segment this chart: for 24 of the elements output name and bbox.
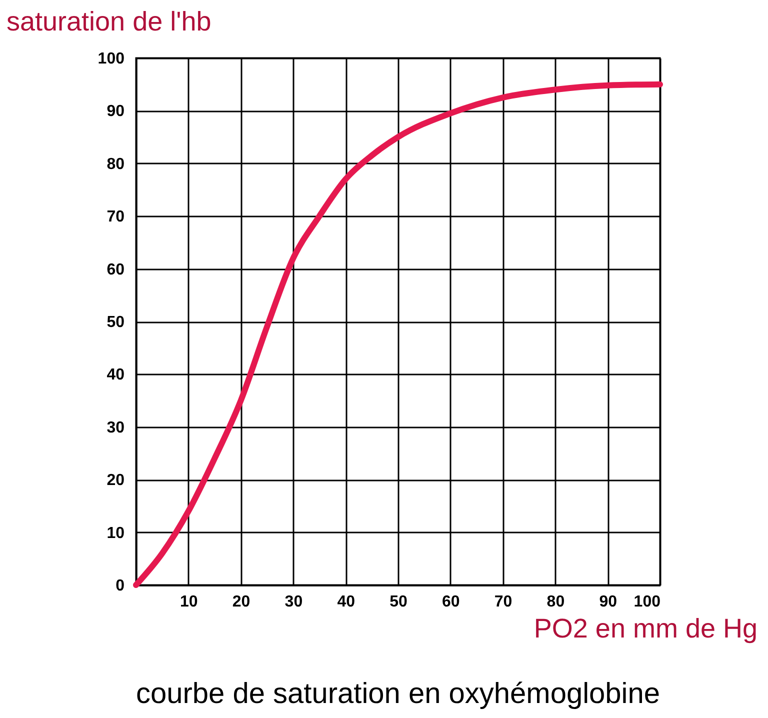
y-tick-label: 60 xyxy=(106,261,125,278)
y-tick-label: 10 xyxy=(106,524,125,542)
y-tick-label: 0 xyxy=(116,578,125,594)
y-tick-label: 40 xyxy=(106,366,125,384)
y-tick-label: 20 xyxy=(106,472,125,490)
y-tick-label: 90 xyxy=(106,103,125,120)
y-tick-label: 50 xyxy=(106,314,125,331)
y-tick-label: 100 xyxy=(98,50,125,68)
y-tick-label: 80 xyxy=(106,156,125,173)
x-tick-label: 100 xyxy=(634,594,661,610)
x-tick-label: 20 xyxy=(232,594,250,610)
y-tick-label: 70 xyxy=(106,208,125,226)
y-axis-title: saturation de l'hb xyxy=(6,6,212,36)
x-tick-label: 10 xyxy=(180,594,198,610)
x-tick-label: 40 xyxy=(337,594,356,610)
x-axis-title: PO2 en mm de Hg xyxy=(534,614,758,644)
x-tick-label: 30 xyxy=(284,594,303,610)
y-tick-label: 30 xyxy=(106,419,125,436)
x-tick-label: 60 xyxy=(442,594,460,610)
text: courbe de saturation en oxyhémoglobine xyxy=(136,678,660,710)
x-tick-label: 50 xyxy=(390,594,408,610)
x-tick-label: 70 xyxy=(494,594,512,610)
x-tick-label: 90 xyxy=(599,594,618,610)
x-tick-label: 80 xyxy=(546,594,565,610)
